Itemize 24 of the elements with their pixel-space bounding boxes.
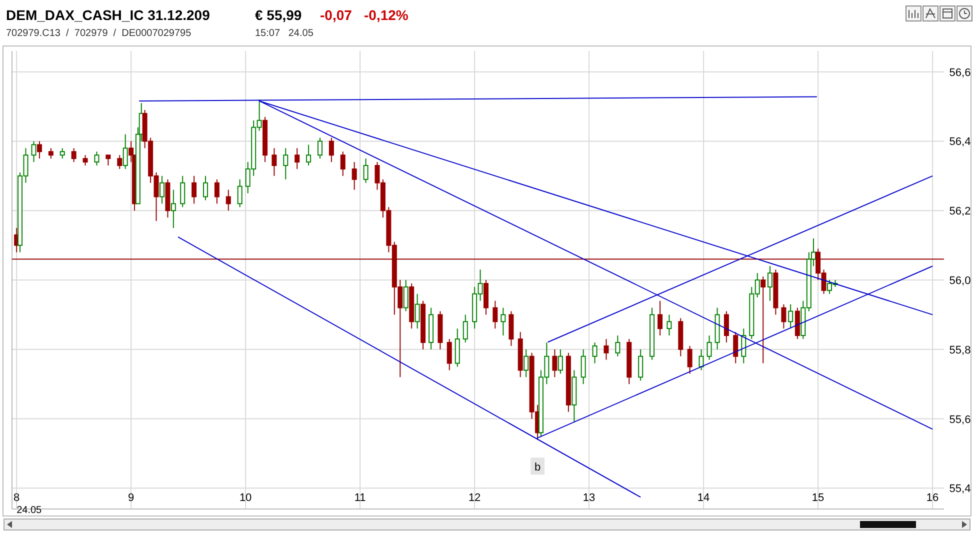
annotation: 24.05 (16, 505, 42, 516)
x-tick-label: 14 (697, 492, 710, 504)
y-tick-label: 56,0 (949, 275, 971, 287)
x-tick-label: 12 (468, 492, 481, 504)
y-tick-label: 55,8 (949, 344, 971, 356)
y-tick-label: 56,4 (949, 136, 971, 148)
x-tick-label: 15 (812, 492, 824, 504)
y-tick-label: 56,6 (949, 66, 971, 79)
chart-title: DEM_DAX_CASH_IC 31.12.209 (6, 7, 210, 23)
text: 15:07 24.05 (255, 28, 314, 39)
y-tick-label: 55,4 (949, 483, 971, 496)
y-tick-label: 55,6 (949, 414, 971, 426)
text: -0,07 (320, 7, 352, 23)
x-tick-label: 11 (354, 492, 366, 504)
annotation: b (534, 462, 541, 474)
text: € 55,99 (255, 7, 302, 23)
x-tick-label: 13 (582, 492, 596, 504)
x-tick-label: 10 (239, 492, 252, 504)
text: 702979.C13 / 702979 / DE0007029795 (6, 28, 192, 39)
text: -0,12% (364, 7, 409, 23)
x-tick-label: 16 (926, 492, 939, 504)
x-tick-label: 8 (14, 492, 20, 504)
x-tick-label: 9 (128, 492, 134, 504)
y-tick-label: 56,2 (949, 206, 971, 218)
